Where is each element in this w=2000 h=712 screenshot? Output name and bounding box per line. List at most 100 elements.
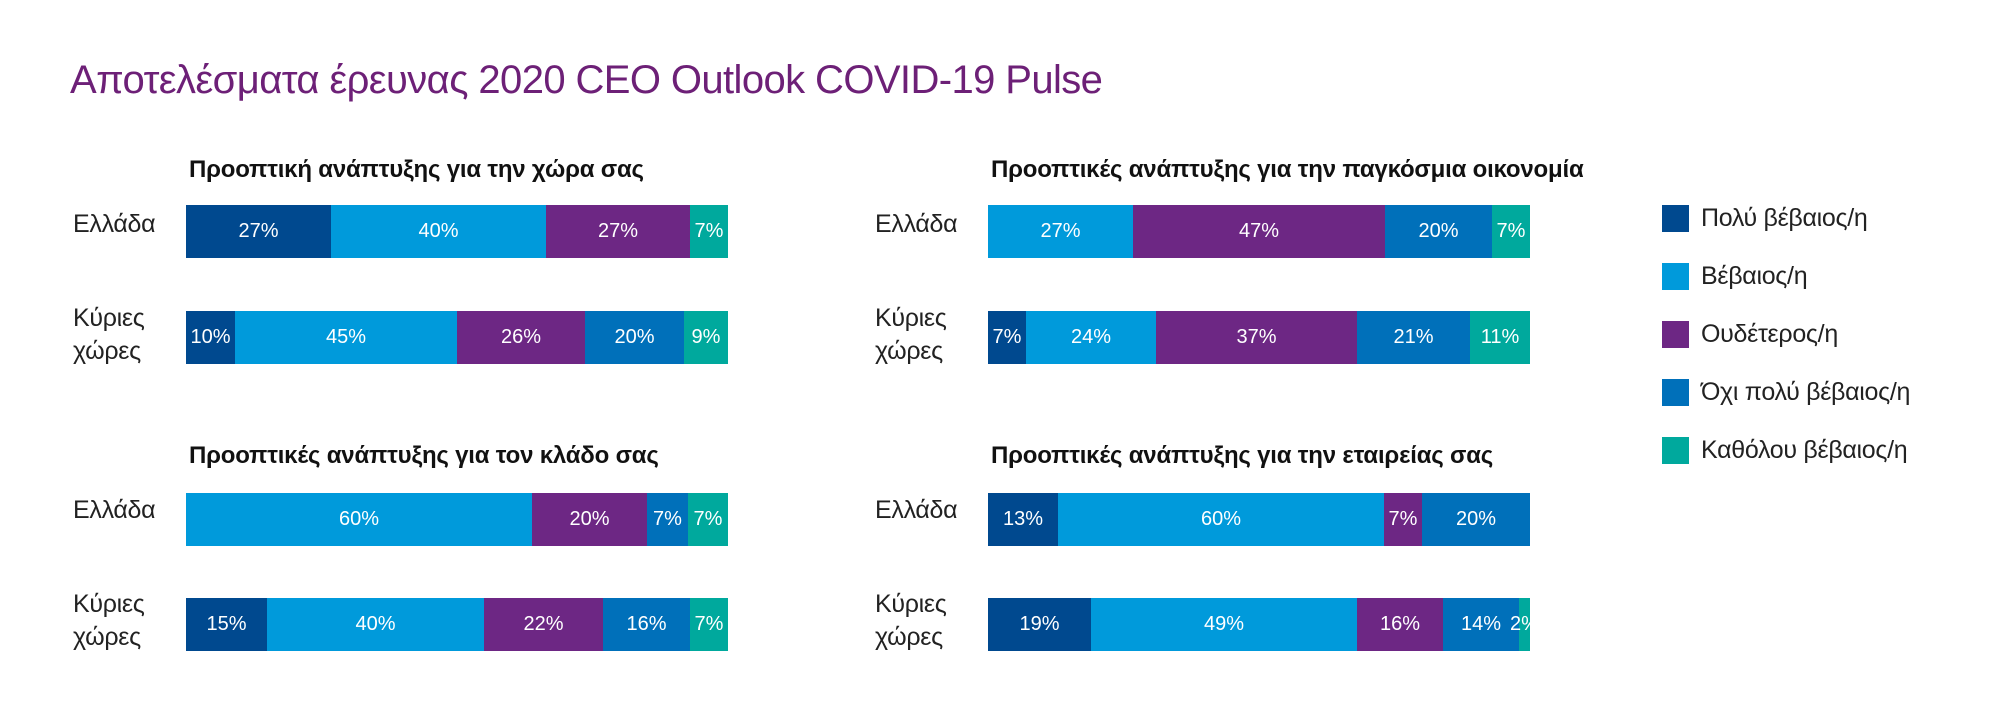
- chart-panel-global-economy: Προοπτικές ανάπτυξης για την παγκόσμια ο…: [875, 156, 1584, 396]
- legend-label: Καθόλου βέβαιος/η: [1701, 436, 1908, 464]
- data-label: 7%: [694, 220, 724, 242]
- chart-panel-industry: Προοπτικές ανάπτυξης για τον κλάδο σας Ε…: [73, 442, 773, 682]
- data-label: 40%: [355, 613, 396, 635]
- data-label: 22%: [523, 613, 564, 635]
- bar-segment-very-confident: 19%: [988, 598, 1091, 651]
- data-label: 20%: [569, 508, 610, 530]
- bar-segment-very-confident: 15%: [186, 598, 267, 651]
- data-label: 24%: [1070, 326, 1112, 348]
- bar-segment-confident: 60%: [1058, 493, 1384, 546]
- bar-segment-confident: 24%: [1026, 311, 1156, 364]
- data-label: 11%: [1480, 326, 1520, 348]
- stacked-bar-major-countries: 10% 45% 26% 20% 9%: [186, 311, 728, 364]
- data-label: 7%: [1496, 220, 1526, 242]
- legend-item-neutral: Ουδέτερος/η: [1662, 320, 1910, 348]
- bar-segment-confident: 45%: [235, 311, 457, 364]
- panel-title: Προοπτικές ανάπτυξης για την παγκόσμια ο…: [991, 156, 1584, 183]
- legend: Πολύ βέβαιος/η Βέβαιος/η Ουδέτερος/η Όχι…: [1662, 204, 1911, 495]
- legend-swatch: [1662, 263, 1689, 290]
- legend-label: Όχι πολύ βέβαιος/η: [1701, 378, 1911, 406]
- bar-segment-neutral: 27%: [546, 205, 690, 258]
- bar-segment-not-at-all-confident: 7%: [690, 205, 728, 258]
- bar-segment-not-at-all-confident: 11%: [1470, 311, 1530, 364]
- legend-item-confident: Βέβαιος/η: [1662, 262, 1910, 290]
- data-label: 7%: [992, 326, 1022, 348]
- stacked-bar-major-countries: 7% 24% 37% 21% 11%: [988, 311, 1530, 364]
- data-label: 47%: [1238, 220, 1280, 242]
- data-label: 20%: [1455, 508, 1497, 530]
- data-label: 2%: [1510, 613, 1530, 635]
- row-label-major-countries: Κύριες χώρες: [73, 304, 145, 365]
- data-label: 60%: [1200, 508, 1242, 530]
- panel-title: Προοπτικές ανάπτυξης για τον κλάδο σας: [189, 442, 659, 469]
- data-label: 20%: [1418, 220, 1459, 242]
- stacked-bar-greece: 27% 40% 27% 7%: [186, 205, 728, 258]
- data-label: 26%: [500, 326, 542, 348]
- bar-segment-neutral: 37%: [1156, 311, 1357, 364]
- data-label: 7%: [1388, 508, 1418, 530]
- bar-segment-very-confident: 27%: [186, 205, 331, 258]
- bar-segment-very-confident: 7%: [988, 311, 1026, 364]
- chart-panel-company: Προοπτικές ανάπτυξης για την εταιρείας σ…: [875, 442, 1575, 682]
- data-label: 13%: [1002, 508, 1044, 530]
- panel-title: Προοπτικές ανάπτυξης για την εταιρείας σ…: [991, 442, 1494, 469]
- panel-title: Προοπτική ανάπτυξης για την χώρα σας: [189, 156, 644, 183]
- data-label: 16%: [1379, 613, 1421, 635]
- bar-segment-not-at-all-confident: 9%: [684, 311, 728, 364]
- legend-label: Πολύ βέβαιος/η: [1701, 204, 1868, 232]
- data-label: 7%: [653, 508, 682, 530]
- row-label-major-countries: Κύριες χώρες: [73, 590, 145, 651]
- data-label: 10%: [190, 326, 231, 348]
- data-label: 27%: [238, 220, 279, 242]
- data-label: 49%: [1203, 613, 1245, 635]
- legend-item-not-at-all-confident: Καθόλου βέβαιος/η: [1662, 436, 1910, 464]
- bar-segment-confident: 40%: [267, 598, 484, 651]
- bar-segment-not-very-confident: 16%: [603, 598, 690, 651]
- bar-segment-not-at-all-confident: 7%: [690, 598, 728, 651]
- data-label: 27%: [1040, 220, 1081, 242]
- legend-swatch: [1662, 321, 1689, 348]
- row-label-major-countries: Κύριες χώρες: [875, 304, 947, 365]
- bar-segment-very-confident: 13%: [988, 493, 1058, 546]
- row-label-greece: Ελλάδα: [875, 210, 958, 238]
- data-label: 45%: [325, 326, 367, 348]
- row-label-greece: Ελλάδα: [73, 496, 156, 524]
- stacked-bar-greece: 60% 20% 7% 7%: [186, 493, 728, 546]
- bar-segment-very-confident: 10%: [186, 311, 235, 364]
- data-label: 27%: [597, 220, 639, 242]
- bar-segment-not-at-all-confident: 2%: [1510, 598, 1530, 651]
- bar-segment-neutral: 26%: [457, 311, 585, 364]
- data-label: 7%: [694, 613, 724, 635]
- bar-segment-not-at-all-confident: 7%: [1492, 205, 1530, 258]
- legend-item-not-very-confident: Όχι πολύ βέβαιος/η: [1662, 378, 1911, 406]
- stacked-bar-greece: 27% 47% 20% 7%: [988, 205, 1530, 258]
- chart-panel-country: Προοπτική ανάπτυξης για την χώρα σας Ελλ…: [73, 156, 773, 396]
- legend-swatch: [1662, 379, 1689, 406]
- stacked-bar-major-countries: 19% 49% 16% 14% 2%: [988, 598, 1530, 651]
- data-label: 37%: [1236, 326, 1277, 348]
- data-label: 40%: [418, 220, 459, 242]
- bar-segment-confident: 49%: [1091, 598, 1357, 651]
- bar-segment-neutral: 7%: [1384, 493, 1422, 546]
- data-label: 21%: [1393, 326, 1434, 348]
- legend-swatch: [1662, 437, 1689, 464]
- row-label-greece: Ελλάδα: [73, 210, 156, 238]
- bar-segment-neutral: 16%: [1357, 598, 1443, 651]
- bar-segment-not-very-confident: 20%: [585, 311, 684, 364]
- data-label: 16%: [626, 613, 667, 635]
- bar-segment-confident: 60%: [186, 493, 532, 546]
- bar-segment-confident: 40%: [331, 205, 546, 258]
- stacked-bar-major-countries: 15% 40% 22% 16% 7%: [186, 598, 728, 651]
- bar-segment-not-very-confident: 21%: [1357, 311, 1470, 364]
- row-label-major-countries: Κύριες χώρες: [875, 590, 947, 651]
- bar-segment-neutral: 47%: [1133, 205, 1385, 258]
- bar-segment-not-at-all-confident: 7%: [688, 493, 728, 546]
- bar-segment-not-very-confident: 7%: [647, 493, 688, 546]
- bar-segment-not-very-confident: 20%: [1385, 205, 1492, 258]
- data-label: 15%: [206, 613, 247, 635]
- data-label: 14%: [1460, 613, 1502, 635]
- data-label: 9%: [691, 326, 721, 348]
- data-label: 19%: [1019, 613, 1060, 635]
- bar-segment-neutral: 20%: [532, 493, 647, 546]
- legend-label: Ουδέτερος/η: [1701, 320, 1838, 348]
